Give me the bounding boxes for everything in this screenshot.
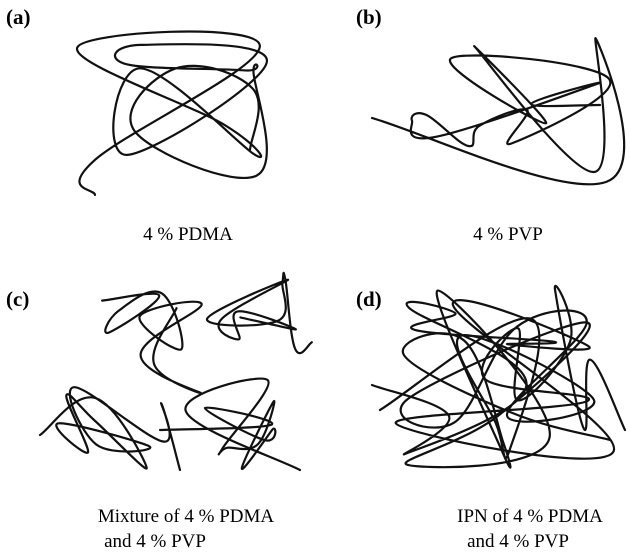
- polymer-chain: [380, 291, 610, 468]
- polymer-chain: [160, 379, 300, 470]
- panel-label: (b): [356, 5, 382, 29]
- polymer-chain: [372, 38, 624, 184]
- caption: Mixture of 4 % PDMA: [98, 506, 275, 527]
- figure: (a) (b) (c) (d) 4 % PDMA 4 % PVP Mixture…: [0, 0, 629, 552]
- panel-label: (a): [6, 5, 31, 29]
- panel-label: (d): [356, 287, 382, 311]
- caption: 4 % PDMA: [143, 224, 233, 245]
- polymer-chain: [77, 32, 267, 195]
- polymer-coils: [40, 32, 625, 470]
- polymer-chain: [102, 291, 202, 393]
- polymer-chain: [40, 387, 180, 470]
- caption: 4 % PVP: [473, 224, 543, 245]
- polymer-chain: [207, 273, 312, 353]
- caption: IPN of 4 % PDMA: [457, 506, 603, 527]
- panel-label: (c): [6, 287, 29, 311]
- caption: and 4 % PVP: [104, 531, 206, 552]
- caption: and 4 % PVP: [467, 531, 569, 552]
